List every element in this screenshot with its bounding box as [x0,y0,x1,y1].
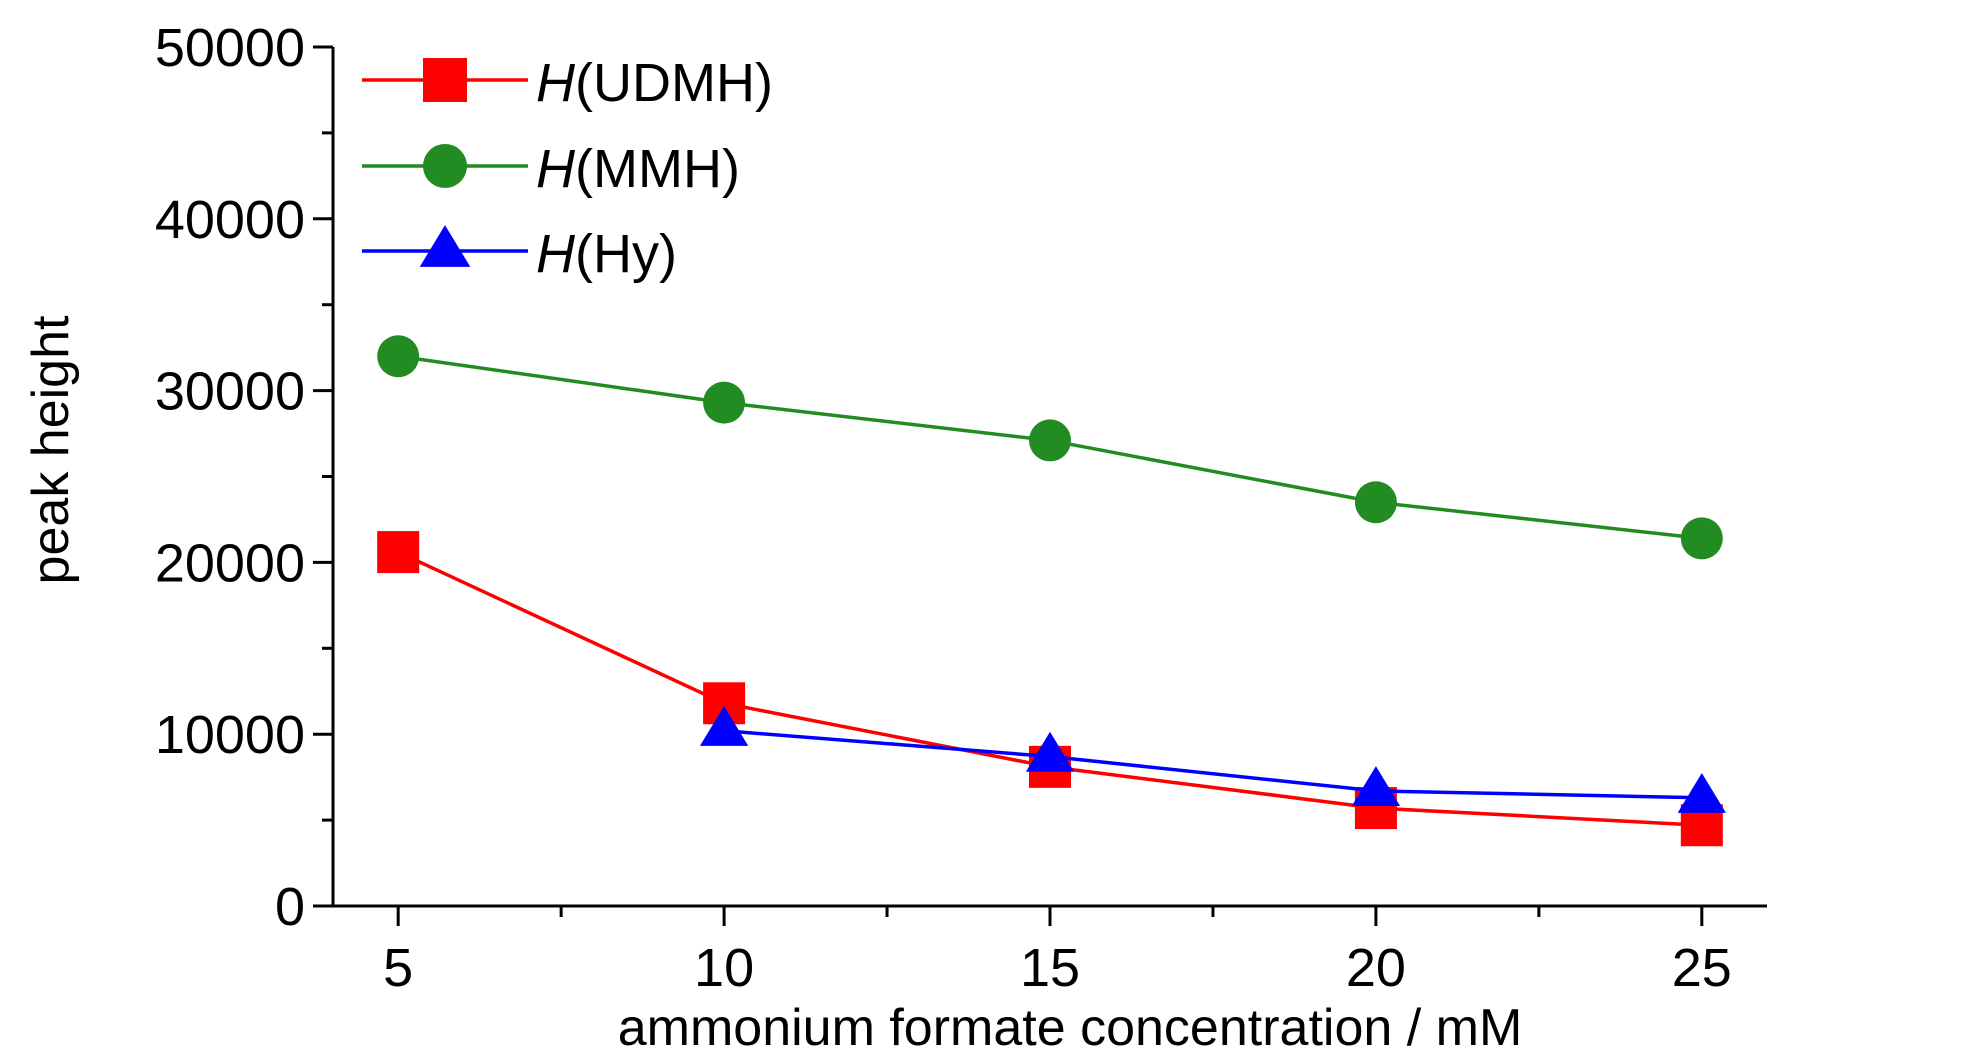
x-tick-label: 15 [1020,938,1080,998]
series-circle [377,335,1723,560]
legend: H(UDMH) H(MMH) H(Hy) [362,53,773,284]
data-point [1354,481,1397,524]
axes: 0 10000 20000 30000 40000 50000 5 10 15 20 25 [155,18,1767,998]
data-point [377,531,420,574]
y-tick-label: 40000 [155,190,305,250]
x-axis-label: ammonium formate concentration / mM [618,999,1523,1057]
data-point [1677,773,1726,813]
legend-entry: H(UDMH) [362,53,773,113]
series-layer [377,335,1726,847]
y-tick-label: 20000 [155,533,305,593]
data-point [1029,419,1071,462]
data-point [1680,517,1723,560]
data-point [1351,766,1401,807]
y-tick-label: 30000 [155,362,305,422]
legend-entry: H(MMH) [362,139,740,199]
x-tick-label: 20 [1346,938,1406,998]
data-point [377,335,420,378]
legend-label: H(MMH) [536,139,740,199]
series-square [377,531,1723,847]
x-tick-label: 5 [383,938,413,998]
legend-marker [423,58,467,102]
legend-marker [419,225,471,267]
x-tick-label: 25 [1672,938,1732,998]
data-point [703,381,746,424]
legend-marker [423,144,467,188]
legend-entry: H(Hy) [362,224,677,284]
series-triangle [699,706,1726,813]
x-tick-label: 10 [694,938,754,998]
y-tick-label: 10000 [155,705,305,765]
y-tick-label: 0 [275,877,305,937]
y-tick-label: 50000 [155,18,305,78]
series-line [723,729,1702,800]
data-point [699,706,749,746]
legend-label: H(UDMH) [536,53,773,113]
legend-label: H(Hy) [536,224,677,284]
data-point [1025,731,1075,772]
y-axis-label: peak height [22,315,80,584]
